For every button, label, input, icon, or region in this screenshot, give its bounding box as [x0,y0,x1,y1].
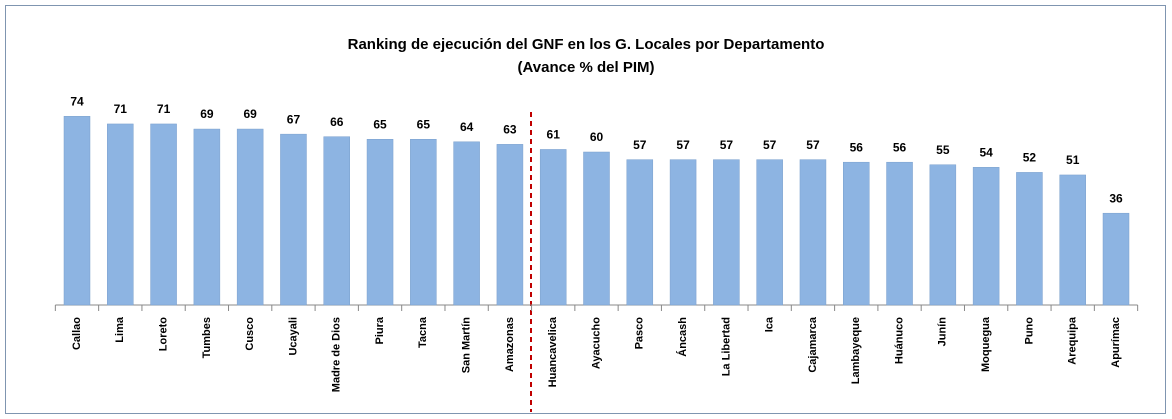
bar [886,161,913,306]
bar [1059,174,1086,306]
value-label: 71 [157,102,171,116]
x-tick-label: Tacna [417,316,429,348]
x-tick-label: Arequipa [1067,316,1079,365]
value-label: 56 [850,140,864,154]
x-tick-label: Loreto [157,317,169,352]
value-label: 71 [114,102,128,116]
bar [756,159,783,306]
x-tick-label: Ayacucho [590,317,602,369]
value-label: 36 [1109,191,1123,205]
value-label: 66 [330,115,344,129]
x-tick-label: La Libertad [720,317,732,376]
value-label: 64 [460,120,474,134]
x-tick-label: Moquegua [980,316,992,372]
x-tick-label: Junín [937,317,949,347]
value-label: 69 [243,107,257,121]
value-label: 51 [1066,153,1080,167]
bar [539,149,567,306]
bar [366,139,394,306]
bar [669,159,697,306]
value-label: 57 [763,138,777,152]
bar [583,151,610,306]
x-tick-label: Huancavelica [547,316,559,387]
x-tick-label: Apurímac [1110,317,1122,368]
bar [410,139,437,306]
bar [236,128,264,306]
x-tick-label: Áncash [676,317,689,357]
value-label: 52 [1023,151,1037,165]
bar [843,161,870,306]
value-label: 57 [806,138,820,152]
bar [799,159,827,306]
value-label: 56 [893,140,907,154]
bar [63,116,91,306]
bar [496,144,524,306]
value-label: 67 [287,112,301,126]
bar [1016,172,1043,306]
x-tick-label: Puno [1023,317,1035,345]
bar [1102,212,1130,306]
x-tick-label: Cusco [244,317,256,351]
x-tick-label: Ica [764,316,776,332]
x-tick-label: Madre de Dios [331,317,343,392]
value-label: 57 [633,138,647,152]
bar [323,136,350,306]
bar [453,141,480,306]
x-tick-label: Lambayeque [850,317,862,384]
chart-title: Ranking de ejecución del GNF en los G. L… [348,36,825,53]
x-tick-label: Piura [374,316,386,344]
bar [929,164,957,306]
value-label: 54 [979,145,993,159]
bar [972,167,1000,306]
bar [626,159,654,306]
x-tick-label: Ucayali [287,317,299,356]
x-tick-label: Huánuco [893,317,905,364]
value-label: 63 [503,123,517,137]
bar [193,128,221,306]
value-label: 65 [373,117,387,131]
x-tick-label: Cajamarca [807,316,819,373]
bar [280,133,307,306]
bar [107,123,134,306]
value-label: 55 [936,143,950,157]
value-label: 57 [676,138,690,152]
x-tick-label: Callao [71,317,83,350]
value-label: 69 [200,107,214,121]
x-tick-label: San Martín [461,317,473,374]
x-tick-label: Pasco [634,317,646,350]
value-label: 74 [70,94,84,108]
bar [713,159,740,306]
bar [150,123,177,306]
chart-subtitle: (Avance % del PIM) [518,59,655,76]
value-label: 57 [720,138,734,152]
x-tick-label: Lima [114,316,126,343]
value-label: 65 [417,117,431,131]
value-label: 60 [590,130,604,144]
x-tick-label: Amazonas [504,317,516,372]
x-tick-label: Tumbes [201,317,213,358]
value-label: 61 [547,128,561,142]
